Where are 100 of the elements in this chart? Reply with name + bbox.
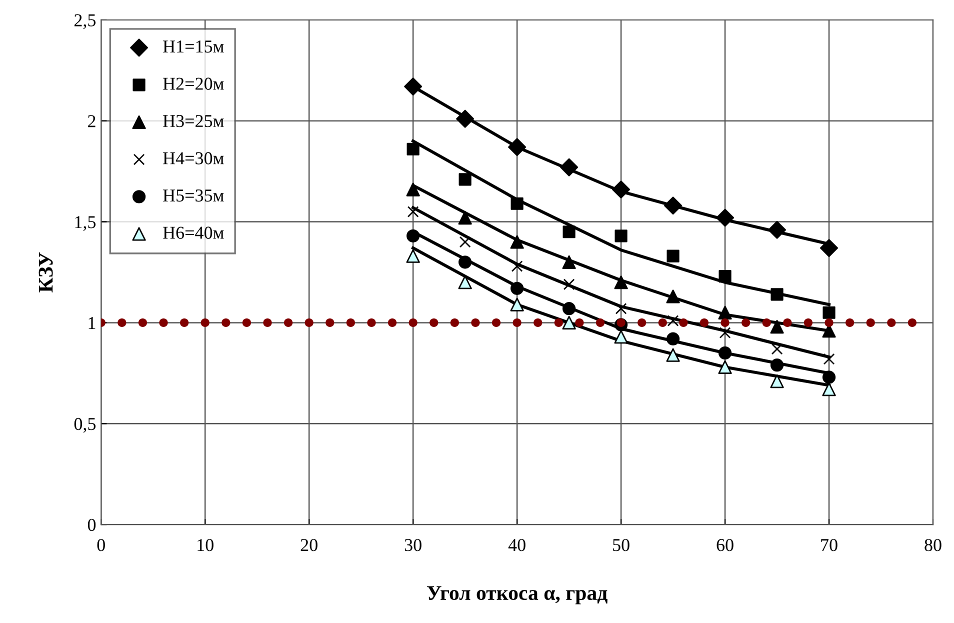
- point: [666, 348, 680, 362]
- x-tick-label: 50: [613, 538, 630, 552]
- point: [450, 318, 459, 328]
- point: [783, 318, 792, 328]
- point: [562, 226, 576, 238]
- point: [242, 318, 252, 328]
- x-axis-title: Угол откоса α, град: [427, 586, 608, 604]
- point: [554, 318, 563, 328]
- point: [458, 256, 472, 269]
- point: [560, 158, 578, 176]
- y-axis-title: КЗУ: [38, 252, 53, 292]
- y-tick-label: 2: [88, 115, 96, 128]
- point: [768, 220, 786, 239]
- point: [804, 318, 813, 328]
- x-tick-label: 70: [821, 538, 838, 552]
- point: [511, 260, 523, 272]
- point: [762, 318, 771, 328]
- legend-label: H3=25м: [163, 114, 224, 128]
- x-tick-label: 20: [300, 538, 318, 552]
- point: [664, 196, 682, 215]
- point: [388, 318, 397, 328]
- point: [658, 318, 667, 328]
- legend-label: H1=15м: [163, 40, 224, 53]
- point: [406, 142, 420, 156]
- point: [820, 239, 838, 258]
- point: [459, 236, 471, 248]
- point: [770, 374, 784, 388]
- point: [404, 78, 422, 96]
- point: [679, 318, 688, 328]
- point: [367, 318, 376, 328]
- point: [719, 327, 731, 339]
- point: [700, 318, 709, 328]
- point: [510, 298, 524, 312]
- point: [596, 318, 605, 328]
- legend-label: H5=35м: [163, 189, 224, 202]
- point: [138, 318, 148, 328]
- legend-label: H2=20м: [163, 78, 224, 90]
- point: [887, 318, 896, 328]
- point: [638, 318, 646, 328]
- point: [908, 318, 917, 328]
- x-tick-label: 0: [97, 538, 105, 552]
- point: [822, 370, 836, 384]
- point: [718, 360, 732, 374]
- point: [512, 318, 522, 328]
- point: [180, 318, 189, 328]
- point: [612, 180, 630, 198]
- point: [562, 302, 576, 316]
- point: [614, 230, 628, 242]
- point: [304, 318, 314, 328]
- point: [575, 318, 584, 328]
- point: [430, 318, 438, 328]
- point: [866, 318, 875, 328]
- x-tick-label: 80: [924, 538, 942, 552]
- x-tick-label: 40: [508, 538, 526, 552]
- x-tick-label: 10: [198, 538, 214, 552]
- point: [458, 210, 472, 225]
- point: [159, 318, 168, 328]
- point: [823, 353, 835, 365]
- point: [118, 318, 126, 328]
- point: [508, 138, 526, 156]
- point: [742, 318, 750, 328]
- point: [666, 290, 680, 304]
- x-tick-label: 60: [716, 538, 734, 552]
- point: [534, 318, 542, 328]
- point: [200, 318, 210, 328]
- point: [846, 318, 854, 328]
- point: [492, 318, 501, 328]
- point: [770, 320, 784, 334]
- point: [720, 318, 730, 328]
- point: [456, 110, 474, 128]
- point: [770, 288, 784, 301]
- legend-label: H6=40м: [163, 226, 224, 239]
- point: [824, 318, 834, 328]
- point: [822, 382, 836, 396]
- point: [614, 330, 628, 344]
- point: [770, 358, 784, 372]
- y-tick-label: 1: [88, 317, 96, 329]
- point: [563, 278, 575, 290]
- point: [458, 276, 472, 290]
- point: [510, 282, 524, 295]
- x-tick-label: 30: [404, 538, 422, 552]
- legend-label: H4=30м: [163, 152, 224, 164]
- point: [346, 318, 355, 328]
- point: [406, 182, 420, 196]
- y-tick-label: 2,5: [74, 14, 96, 29]
- point: [284, 318, 293, 328]
- point: [718, 306, 732, 320]
- point: [407, 206, 419, 218]
- point: [771, 343, 783, 355]
- y-tick-label: 0,5: [74, 418, 96, 433]
- point: [666, 250, 680, 262]
- point: [510, 235, 524, 249]
- point: [666, 332, 680, 346]
- point: [562, 255, 576, 269]
- point: [222, 318, 230, 328]
- point: [615, 302, 627, 314]
- point: [326, 318, 334, 328]
- point: [718, 270, 732, 283]
- point: [458, 173, 472, 186]
- y-tick-label: 0: [88, 518, 96, 532]
